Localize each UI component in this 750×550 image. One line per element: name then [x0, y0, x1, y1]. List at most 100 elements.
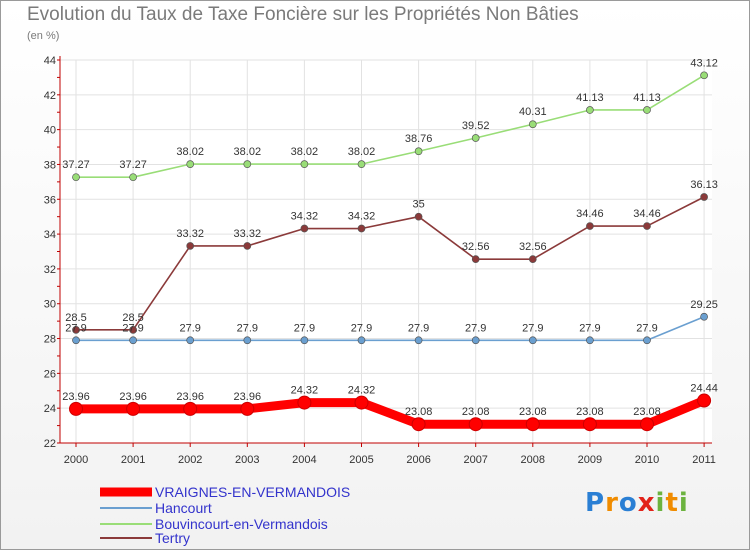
data-label: 43.12: [690, 57, 718, 69]
data-label: 34.46: [633, 208, 661, 220]
legend-entry: VRAIGNES-EN-VERMANDOIS: [155, 484, 350, 500]
y-tick-label: 30: [44, 299, 56, 311]
data-label: 23.96: [62, 391, 90, 403]
logo-letter: t: [665, 488, 679, 518]
data-point: [640, 417, 654, 432]
data-label: 27.9: [65, 322, 86, 334]
data-label: 32.56: [462, 241, 490, 253]
y-tick-label: 42: [44, 90, 56, 102]
data-label: 33.32: [176, 228, 204, 240]
data-label: 37.27: [62, 159, 90, 171]
logo-letter: P: [585, 488, 606, 518]
data-point: [586, 336, 594, 345]
data-label: 27.9: [294, 322, 315, 334]
x-tick-label: 2007: [463, 454, 487, 466]
x-tick-label: 2011: [692, 454, 716, 466]
data-point: [414, 212, 423, 221]
data-label: 27.9: [237, 322, 258, 334]
data-label: 34.46: [576, 208, 604, 220]
data-label: 38.76: [405, 133, 433, 145]
data-point: [528, 255, 537, 264]
data-label: 23.08: [405, 406, 433, 418]
data-point: [354, 395, 369, 410]
logo-letter: i: [655, 488, 666, 518]
data-label: 39.52: [462, 120, 490, 132]
y-tick-label: 24: [44, 403, 56, 415]
data-point: [471, 134, 480, 142]
data-point: [129, 173, 137, 182]
data-label: 36.13: [690, 179, 718, 191]
data-label: 27.9: [522, 322, 543, 334]
logo-letter: o: [618, 488, 638, 518]
data-point: [72, 325, 80, 334]
data-point: [414, 336, 423, 345]
chart-subtitle: (en %): [27, 30, 60, 42]
data-label: 27.9: [465, 322, 486, 334]
data-label: 27.9: [351, 322, 372, 334]
data-label: 23.08: [633, 406, 661, 418]
proxiti-logo: Proxiti: [585, 488, 689, 518]
data-point: [471, 255, 480, 264]
data-point: [357, 336, 366, 345]
y-tick-label: 36: [44, 194, 56, 206]
data-label: 35: [412, 199, 424, 211]
data-point: [643, 106, 651, 114]
series-line-1: [76, 316, 705, 342]
data-point: [357, 224, 366, 233]
data-label: 28.5: [122, 312, 143, 324]
data-point: [643, 336, 651, 345]
x-tick-label: 2003: [235, 454, 259, 466]
legend-entry: Hancourt: [155, 500, 212, 516]
data-label: 27.9: [179, 322, 200, 334]
data-point: [411, 417, 426, 432]
x-tick-label: 2004: [292, 454, 316, 466]
data-point: [183, 401, 198, 416]
data-point: [69, 401, 83, 416]
data-label: 32.56: [519, 241, 547, 253]
data-point: [243, 336, 252, 345]
data-label: 23.96: [176, 391, 204, 403]
data-point: [240, 401, 255, 416]
data-point: [357, 160, 366, 168]
data-label: 29.25: [690, 299, 718, 311]
x-tick-label: 2001: [121, 454, 145, 466]
data-point: [72, 173, 80, 182]
logo-letter: x: [637, 488, 656, 518]
data-label: 27.9: [636, 322, 657, 334]
data-label: 38.02: [234, 146, 262, 158]
data-point: [126, 401, 141, 416]
data-point: [186, 242, 195, 250]
data-label: 34.32: [348, 211, 376, 223]
data-point: [525, 417, 540, 432]
data-point: [697, 393, 712, 408]
data-point: [586, 106, 594, 114]
data-point: [700, 71, 708, 80]
data-point: [700, 193, 708, 201]
data-point: [300, 160, 309, 168]
logo-letter: i: [678, 488, 689, 518]
y-tick-label: 22: [44, 438, 56, 450]
data-point: [528, 120, 537, 129]
data-point: [300, 224, 309, 233]
data-point: [700, 312, 708, 321]
data-label: 23.08: [462, 406, 490, 418]
y-tick-label: 28: [44, 334, 56, 346]
data-label: 23.96: [234, 391, 262, 403]
data-point: [129, 325, 137, 334]
data-label: 24.32: [348, 385, 376, 397]
chart-title: Evolution du Taux de Taxe Foncière sur l…: [27, 4, 579, 25]
plot-area: [60, 60, 712, 443]
y-tick-label: 44: [44, 55, 56, 67]
data-point: [186, 160, 195, 168]
data-point: [528, 336, 537, 345]
data-label: 41.13: [576, 92, 604, 104]
data-label: 33.32: [234, 228, 262, 240]
data-label: 24.44: [690, 383, 718, 395]
series-line-3: [76, 196, 705, 331]
data-label: 38.02: [176, 146, 204, 158]
data-point: [582, 417, 597, 432]
series-line-0: [76, 396, 706, 429]
data-label: 37.27: [119, 159, 147, 171]
data-point: [186, 336, 195, 345]
